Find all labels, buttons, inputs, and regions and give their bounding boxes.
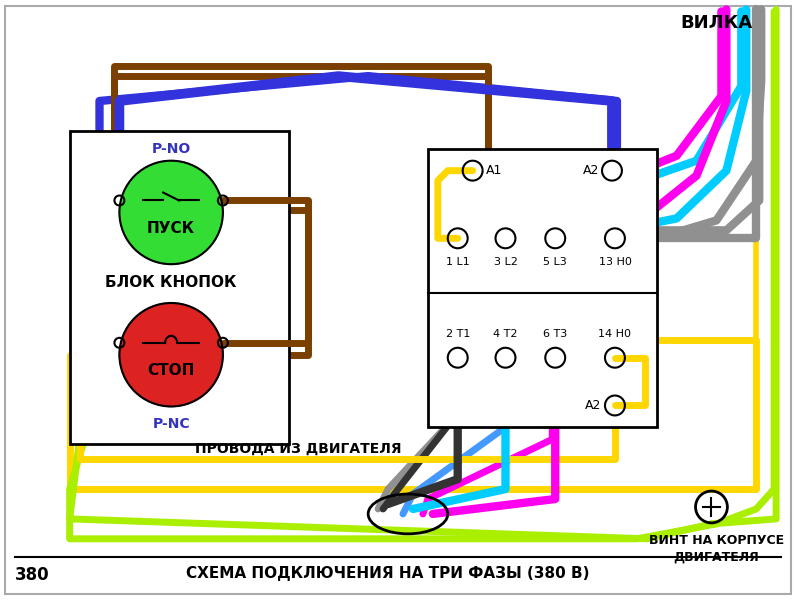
Text: 14 H0: 14 H0 xyxy=(598,329,631,339)
Text: A2: A2 xyxy=(582,164,599,177)
Circle shape xyxy=(119,161,223,264)
Text: 5 L3: 5 L3 xyxy=(543,257,567,267)
Text: СХЕМА ПОДКЛЮЧЕНИЯ НА ТРИ ФАЗЫ (380 В): СХЕМА ПОДКЛЮЧЕНИЯ НА ТРИ ФАЗЫ (380 В) xyxy=(186,566,590,581)
Text: ДВИГАТЕЛЯ: ДВИГАТЕЛЯ xyxy=(674,551,759,564)
Text: СТОП: СТОП xyxy=(147,363,195,378)
Text: 13 H0: 13 H0 xyxy=(598,257,631,267)
Text: 380: 380 xyxy=(14,566,49,584)
Circle shape xyxy=(119,303,223,406)
Text: ВИНТ НА КОРПУСЕ: ВИНТ НА КОРПУСЕ xyxy=(649,534,784,547)
Text: 2 T1: 2 T1 xyxy=(446,329,470,339)
Text: A2: A2 xyxy=(585,399,601,412)
Text: P-NO: P-NO xyxy=(151,142,190,156)
Bar xyxy=(70,131,289,444)
Text: ПУСК: ПУСК xyxy=(147,221,195,236)
Text: 3 L2: 3 L2 xyxy=(494,257,518,267)
Text: БЛОК КНОПОК: БЛОК КНОПОК xyxy=(106,275,237,290)
Text: 1 L1: 1 L1 xyxy=(446,257,470,267)
Text: 4 T2: 4 T2 xyxy=(494,329,518,339)
Text: A1: A1 xyxy=(486,164,502,177)
Text: ВИЛКА: ВИЛКА xyxy=(680,14,753,32)
Text: P-NC: P-NC xyxy=(152,418,190,431)
Text: ПРОВОДА ИЗ ДВИГАТЕЛЯ: ПРОВОДА ИЗ ДВИГАТЕЛЯ xyxy=(195,442,402,456)
Bar xyxy=(428,149,657,427)
Text: 6 T3: 6 T3 xyxy=(543,329,567,339)
